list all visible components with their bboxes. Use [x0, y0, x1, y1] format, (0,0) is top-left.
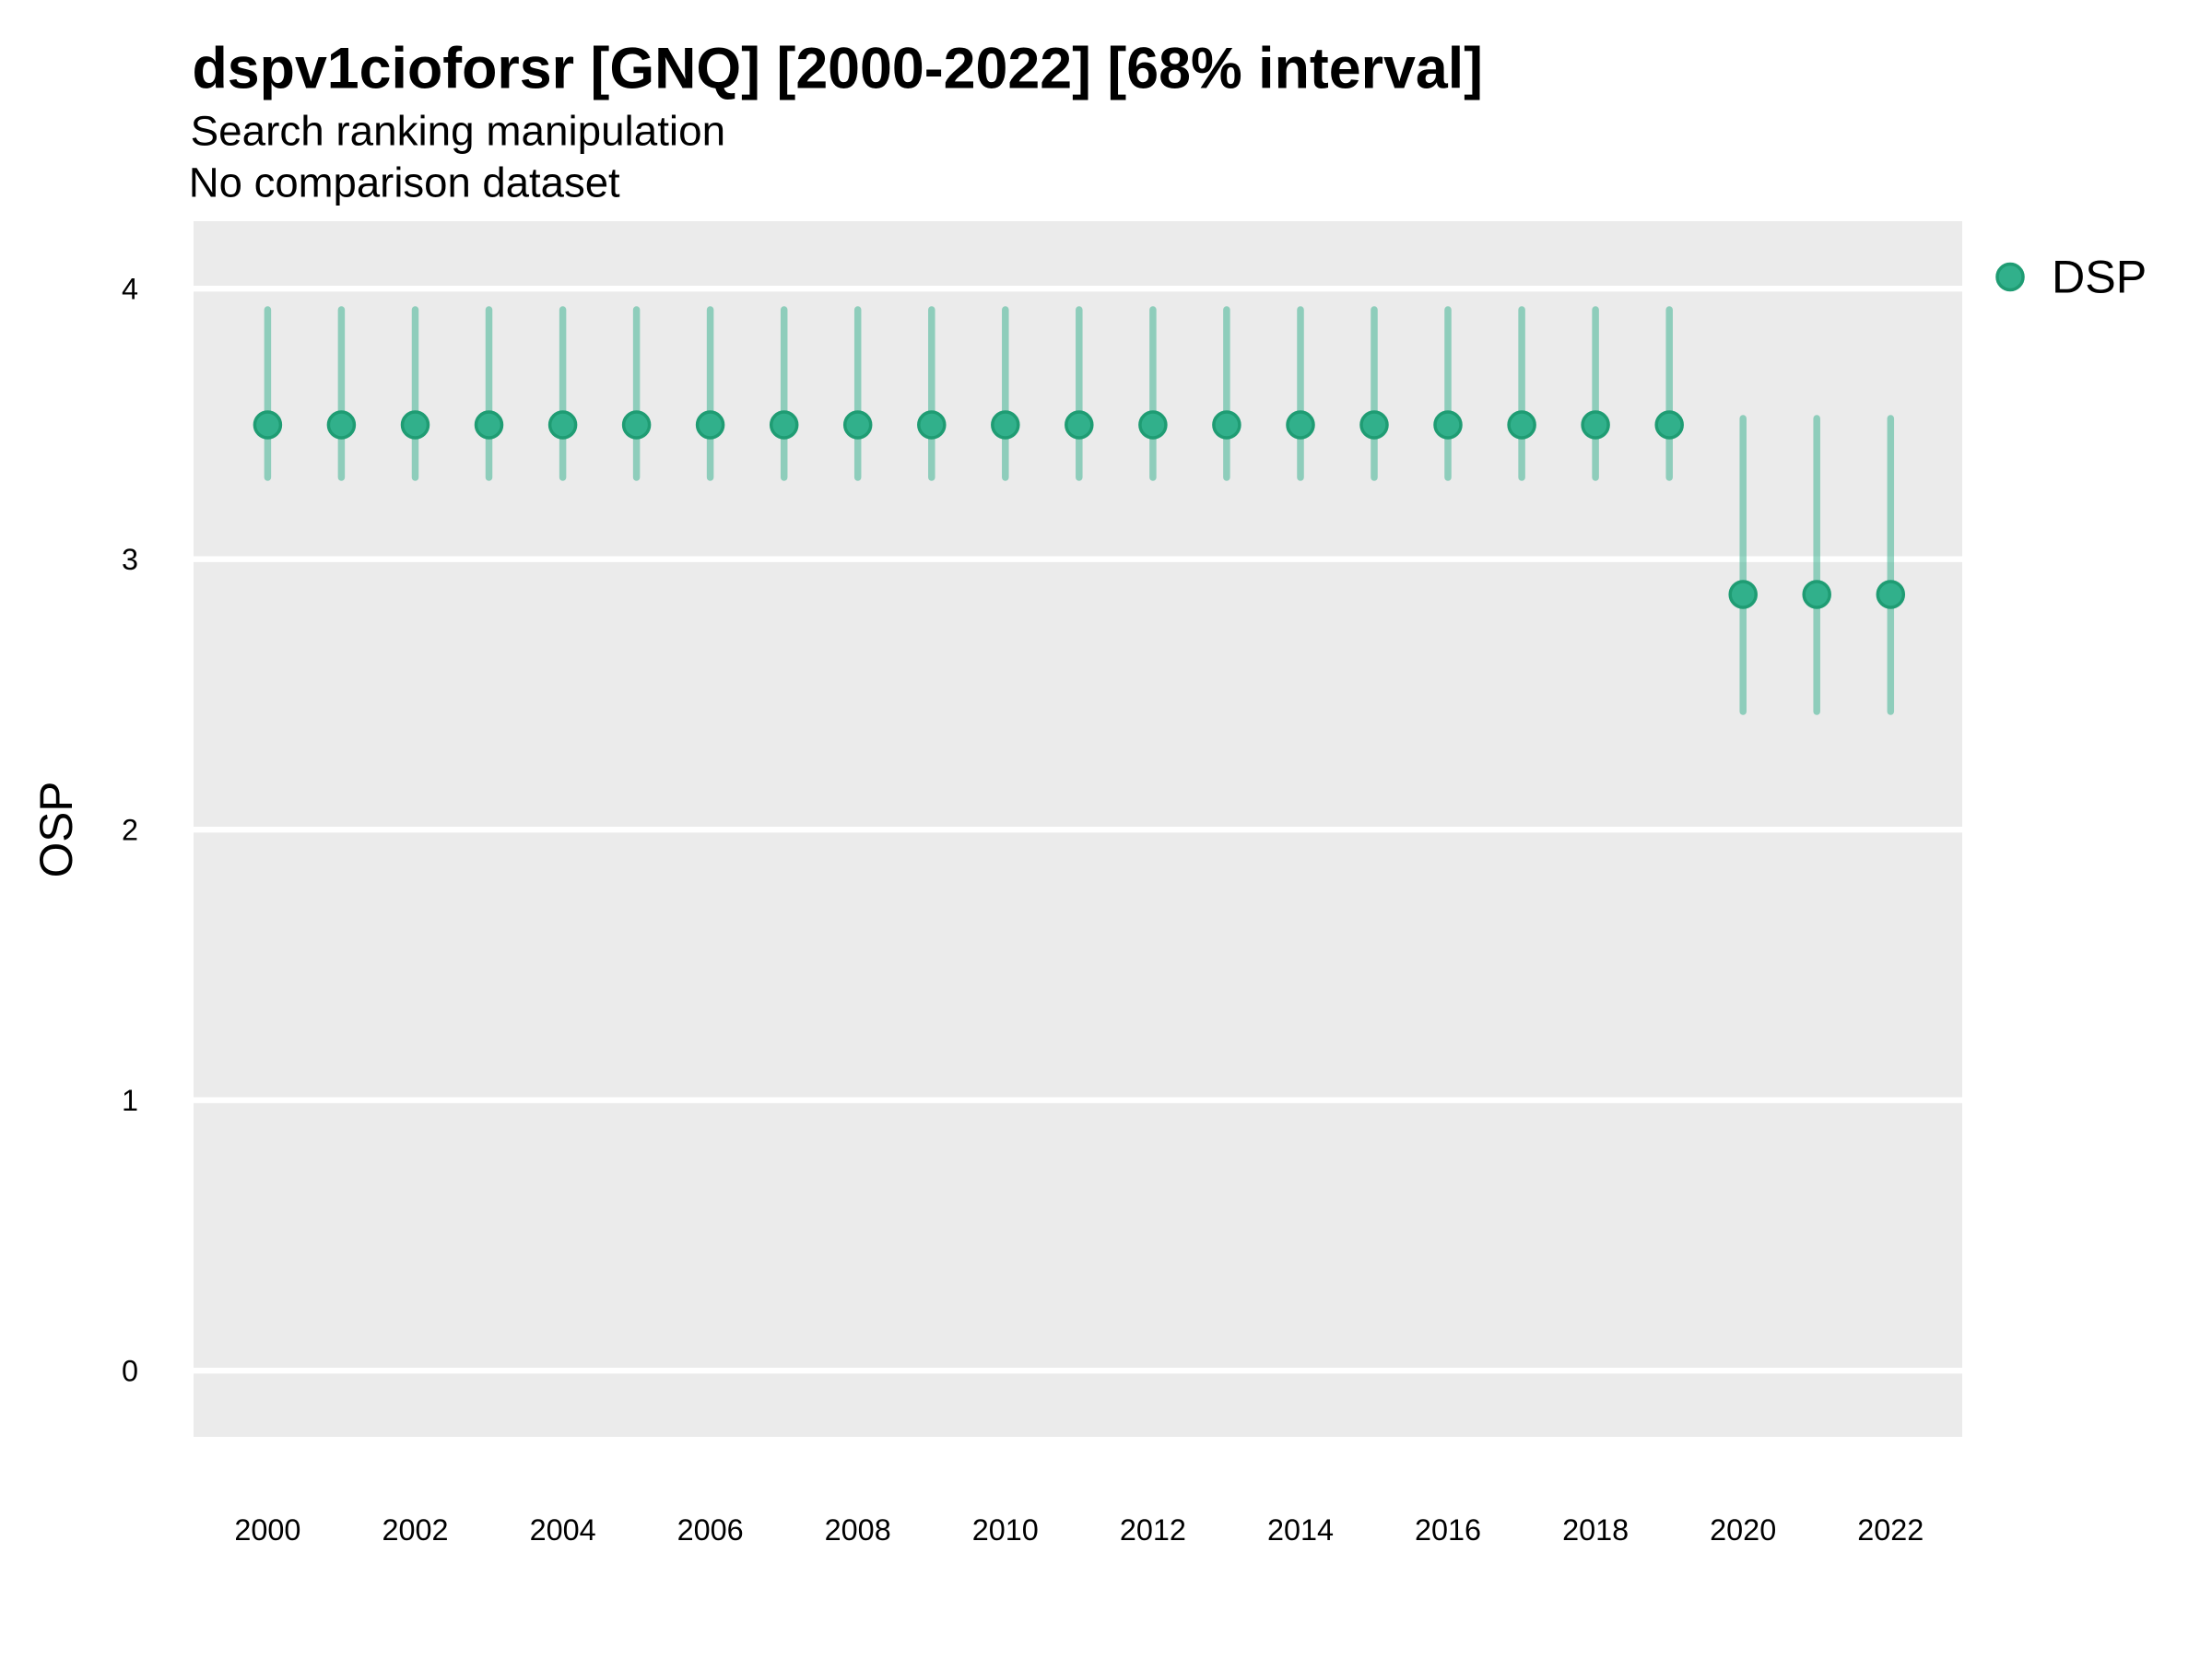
svg-text:DSP: DSP [2052, 251, 2147, 302]
svg-text:2002: 2002 [382, 1513, 448, 1547]
svg-text:2014: 2014 [1267, 1513, 1334, 1547]
svg-text:2012: 2012 [1120, 1513, 1186, 1547]
svg-text:OSP: OSP [30, 782, 82, 878]
svg-text:2020: 2020 [1710, 1513, 1776, 1547]
svg-text:2022: 2022 [1857, 1513, 1924, 1547]
svg-text:dspv1cioforsr [GNQ] [2000-2022: dspv1cioforsr [GNQ] [2000-2022] [68% int… [193, 37, 1484, 101]
svg-text:2010: 2010 [972, 1513, 1039, 1547]
svg-text:2000: 2000 [234, 1513, 300, 1547]
svg-text:3: 3 [122, 543, 138, 576]
svg-text:2018: 2018 [1562, 1513, 1629, 1547]
svg-text:0: 0 [122, 1354, 138, 1387]
svg-text:No comparison dataset: No comparison dataset [189, 159, 620, 206]
svg-text:2: 2 [122, 813, 138, 846]
svg-text:2006: 2006 [677, 1513, 744, 1547]
svg-text:Search ranking manipulation: Search ranking manipulation [191, 108, 725, 155]
svg-text:2016: 2016 [1415, 1513, 1481, 1547]
svg-text:1: 1 [122, 1084, 138, 1117]
svg-text:2004: 2004 [530, 1513, 596, 1547]
svg-text:4: 4 [122, 272, 138, 305]
svg-text:2008: 2008 [825, 1513, 891, 1547]
